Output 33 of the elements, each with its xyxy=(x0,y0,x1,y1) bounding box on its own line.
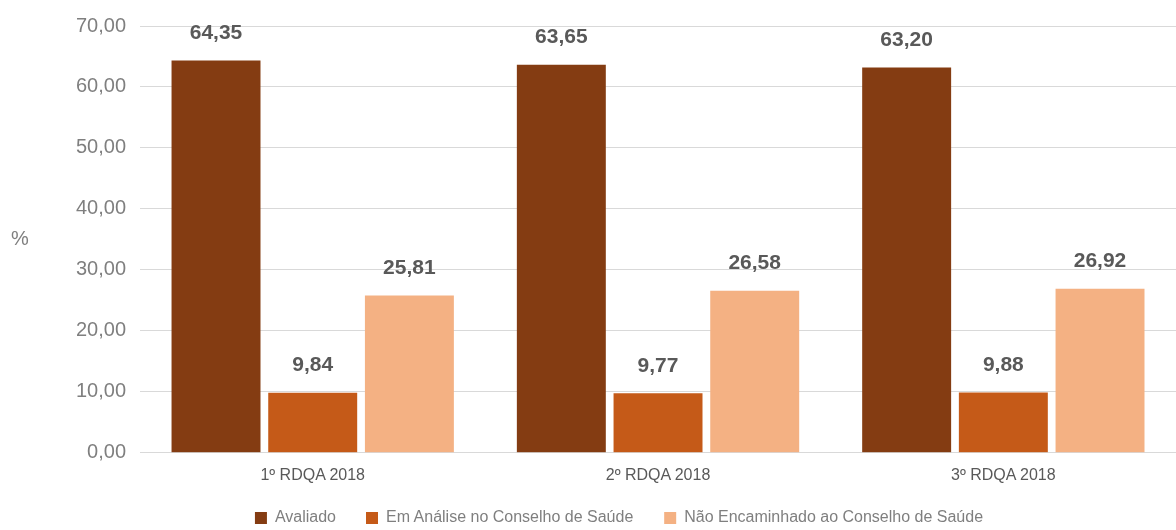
bar xyxy=(1055,288,1145,453)
bar xyxy=(268,392,358,453)
x-tick-label: 2º RDQA 2018 xyxy=(605,465,711,483)
legend-label: Avaliado xyxy=(274,508,337,526)
bar xyxy=(171,60,261,453)
bar xyxy=(710,290,800,453)
data-label: 63,20 xyxy=(880,26,933,50)
data-label: 26,58 xyxy=(728,250,782,274)
bar xyxy=(516,64,606,453)
data-label: 64,35 xyxy=(189,19,243,43)
x-tick-label: 1º RDQA 2018 xyxy=(260,465,366,483)
y-axis-title: % xyxy=(11,226,30,249)
y-tick-label: 30,00 xyxy=(75,257,127,280)
bar xyxy=(958,392,1048,453)
y-tick-label: 10,00 xyxy=(75,379,127,402)
data-label: 63,65 xyxy=(535,24,588,48)
bar xyxy=(862,67,952,453)
y-tick-label: 70,00 xyxy=(75,13,127,36)
y-tick-label: 60,00 xyxy=(75,74,127,97)
y-tick-label: 20,00 xyxy=(75,318,127,341)
bar xyxy=(364,295,454,453)
x-tick-label: 3º RDQA 2018 xyxy=(951,465,1056,483)
legend-label: Em Análise no Conselho de Saúde xyxy=(386,508,634,526)
legend-label: Não Encaminhado ao Conselho de Saúde xyxy=(684,508,984,526)
y-tick-label: 50,00 xyxy=(75,135,127,158)
data-label: 26,92 xyxy=(1073,247,1127,271)
data-label: 9,77 xyxy=(637,352,679,376)
data-label: 25,81 xyxy=(383,254,436,278)
data-label: 9,84 xyxy=(292,352,334,376)
bar xyxy=(613,393,703,453)
y-tick-label: 0,00 xyxy=(87,440,127,463)
data-label: 9,88 xyxy=(982,351,1025,375)
y-tick-label: 40,00 xyxy=(75,196,127,219)
